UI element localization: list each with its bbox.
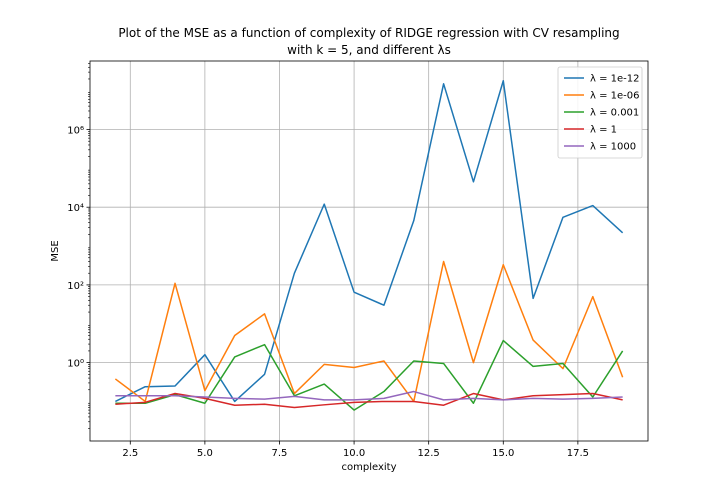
- series-line-1: [114, 260, 624, 403]
- x-tick-label: 2.5: [122, 448, 138, 459]
- legend-box: [557, 66, 643, 159]
- x-tick-label: 12.5: [418, 448, 440, 459]
- x-tick-label: 15.0: [492, 448, 514, 459]
- x-tick-label: 7.5: [272, 448, 288, 459]
- series-line-0: [115, 79, 624, 403]
- y-tick-label: 10²: [67, 281, 84, 292]
- legend-label: λ = 0.001: [590, 108, 639, 119]
- legend-label: λ = 1000: [590, 142, 636, 153]
- x-tick-label: 10.0: [343, 448, 365, 459]
- x-axis-ticks: 2.5 5.0 7.5 10.0 12.5 15.0 17.5: [122, 441, 589, 459]
- series-line-2: [115, 339, 624, 411]
- x-axis-label: complexity: [342, 462, 397, 473]
- y-axis-ticks: 10⁰ 10² 10⁴ 10⁶: [67, 63, 90, 429]
- chart-subtitle: with k = 5, and different λs: [287, 43, 451, 57]
- plot-area-frame: [89, 60, 649, 442]
- series-line-4: [115, 390, 623, 401]
- chart-title: Plot of the MSE as a function of complex…: [118, 26, 619, 40]
- legend-label: λ = 1e-06: [590, 91, 640, 102]
- series-lines: [114, 79, 624, 411]
- y-tick-label: 10⁴: [67, 203, 84, 214]
- legend-label: λ = 1: [590, 125, 617, 136]
- x-tick-label: 17.5: [567, 448, 589, 459]
- legend: λ = 1e-12 λ = 1e-06 λ = 0.001 λ = 1 λ = 1000: [557, 66, 643, 159]
- y-tick-label: 10⁶: [67, 126, 84, 137]
- y-tick-label: 10⁰: [67, 359, 84, 370]
- grid-lines: [90, 61, 648, 441]
- y-axis-label: MSE: [50, 240, 61, 261]
- legend-label: λ = 1e-12: [590, 74, 640, 85]
- x-tick-label: 5.0: [197, 448, 213, 459]
